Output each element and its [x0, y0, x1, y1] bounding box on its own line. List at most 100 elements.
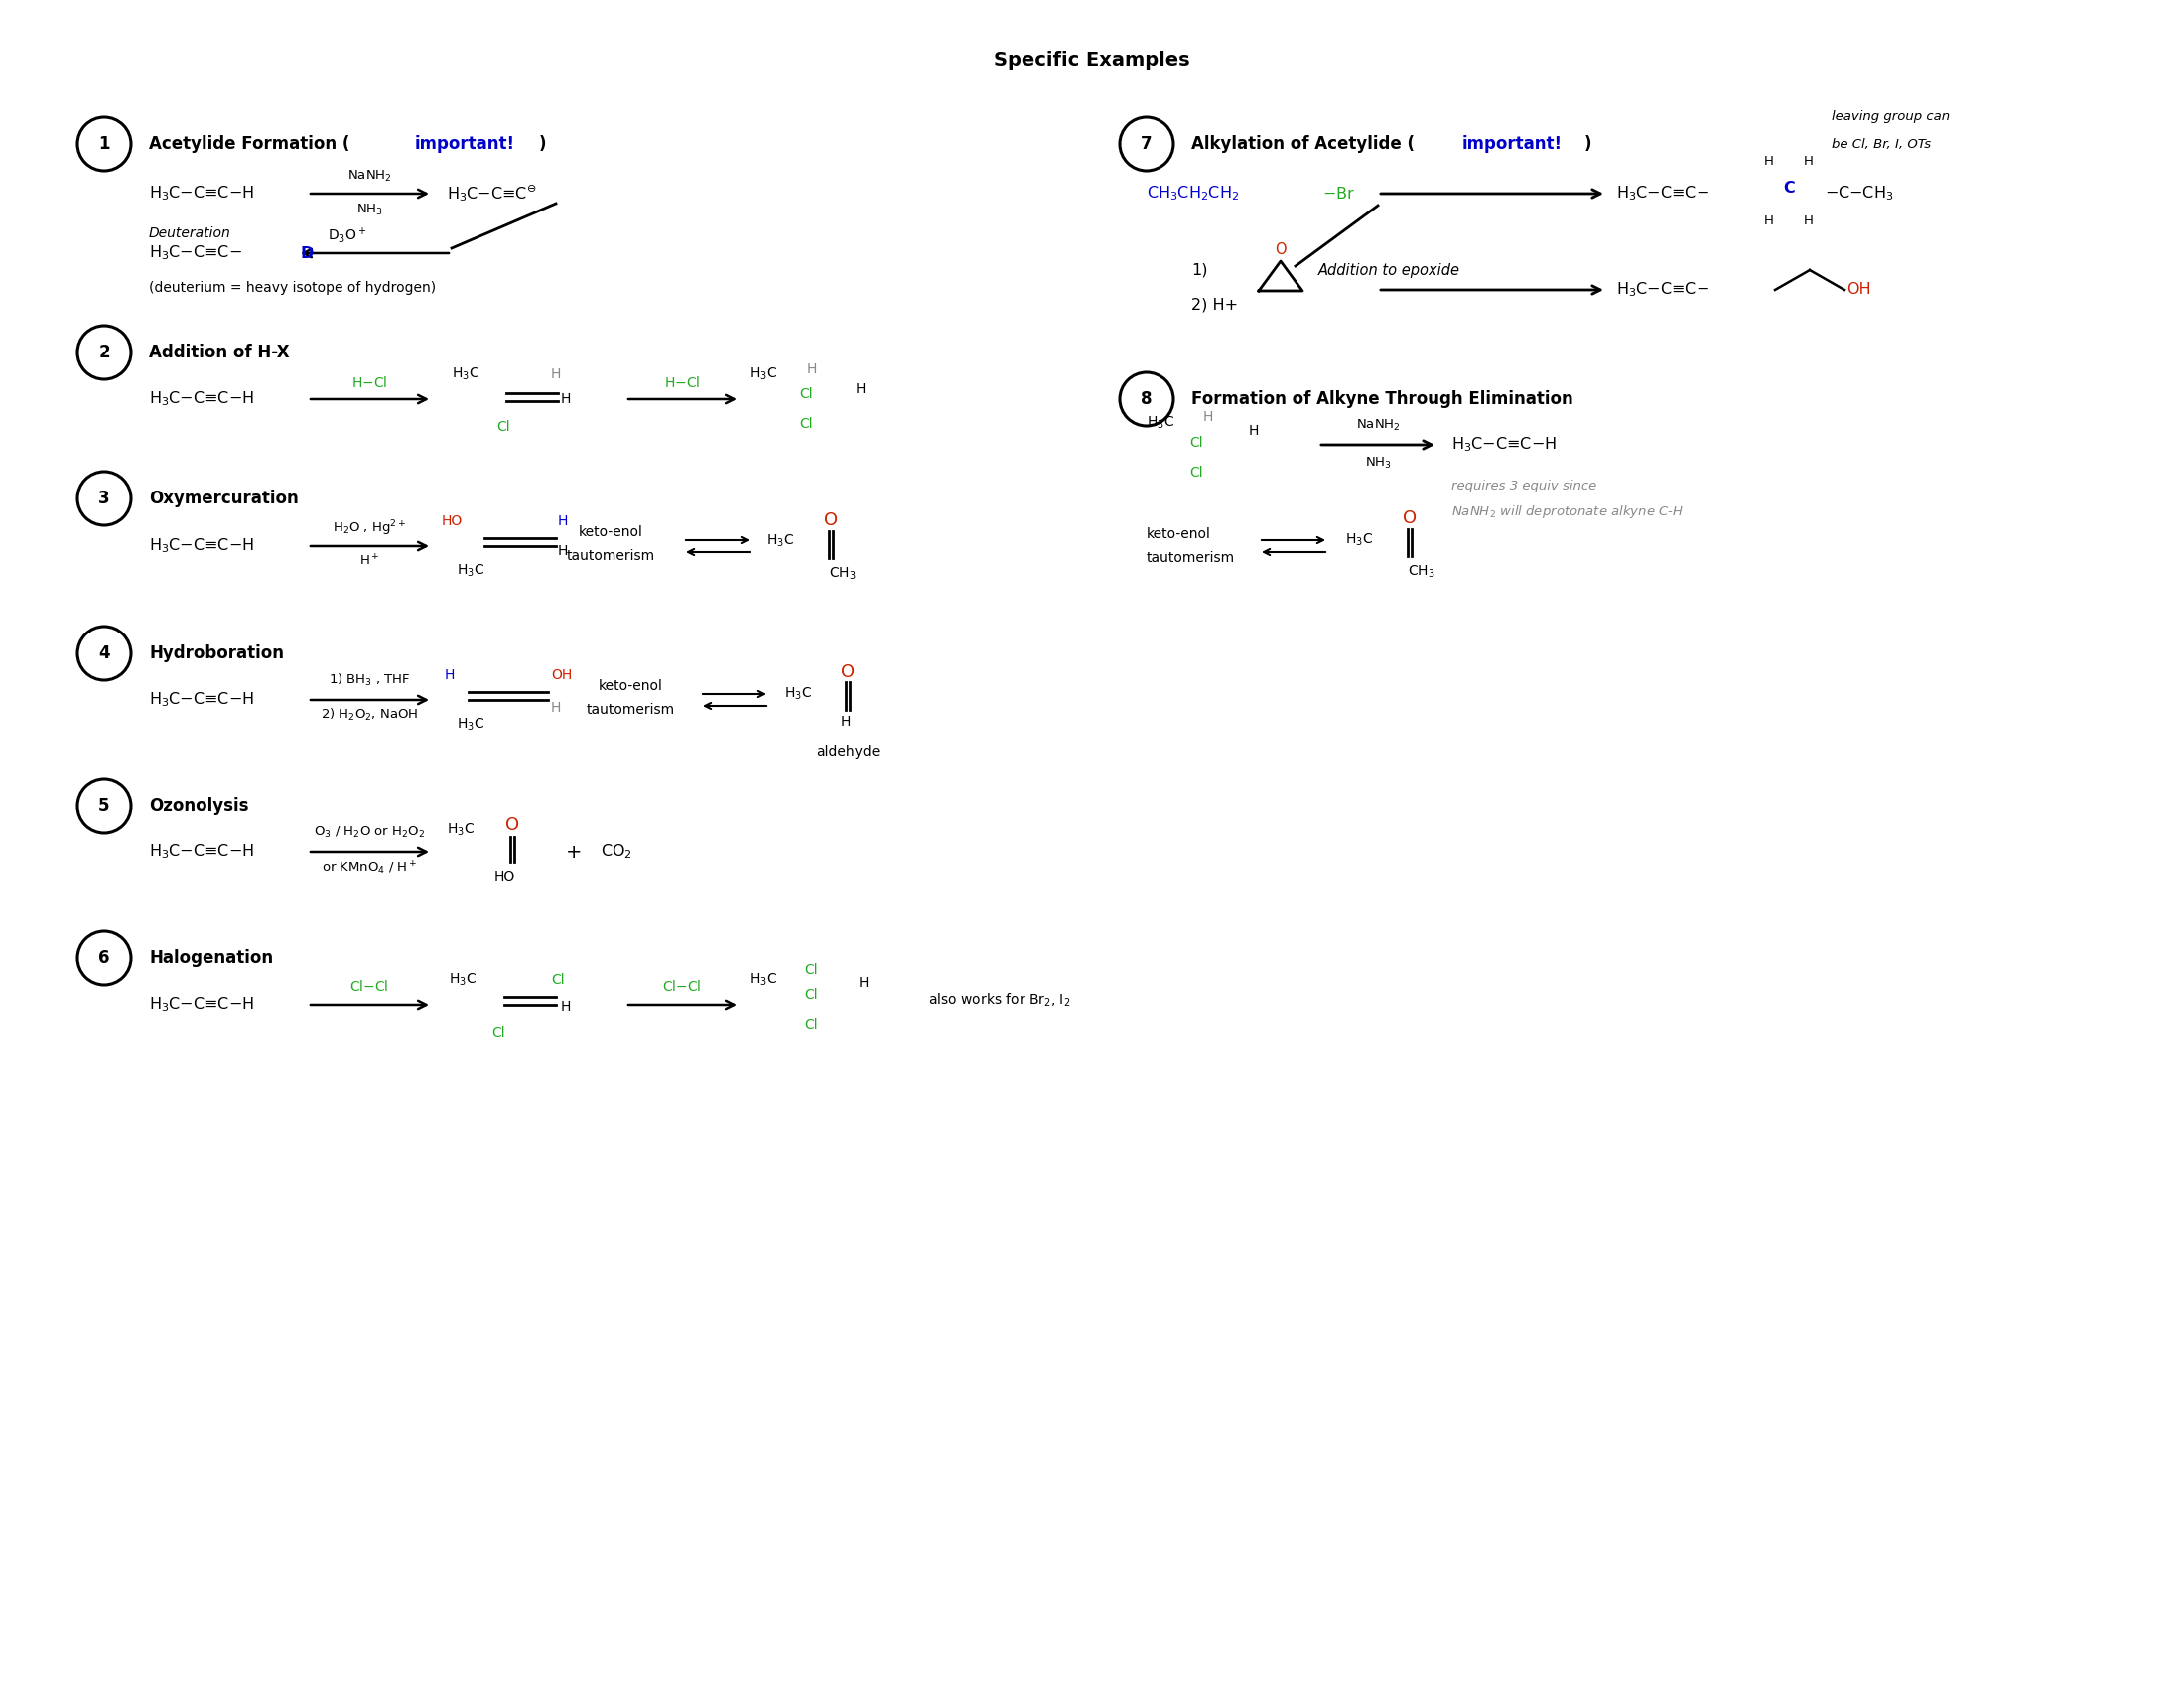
Text: +: +	[566, 842, 581, 861]
Text: also works for Br$_2$, I$_2$: also works for Br$_2$, I$_2$	[928, 991, 1070, 1008]
Text: O$_3$ / H$_2$O or H$_2$O$_2$: O$_3$ / H$_2$O or H$_2$O$_2$	[314, 825, 426, 839]
Text: H$_3$C: H$_3$C	[767, 533, 795, 549]
Text: Alkylation of Acetylide (: Alkylation of Acetylide (	[1190, 135, 1415, 154]
Text: Oxymercuration: Oxymercuration	[149, 490, 299, 508]
Text: 8: 8	[1140, 390, 1153, 408]
Text: aldehyde: aldehyde	[817, 744, 880, 758]
Text: H$_3$C: H$_3$C	[749, 366, 778, 383]
Text: important!: important!	[415, 135, 515, 154]
Text: H: H	[858, 976, 869, 989]
Text: tautomerism: tautomerism	[585, 702, 675, 717]
Text: 1): 1)	[1190, 263, 1208, 277]
Text: CH$_3$: CH$_3$	[830, 565, 856, 582]
Text: Cl: Cl	[496, 420, 509, 434]
Text: H$_3$C: H$_3$C	[456, 562, 485, 579]
Text: HO: HO	[494, 869, 515, 885]
Text: D: D	[299, 246, 312, 260]
Text: H$_3$C$-$C≡C$-$H: H$_3$C$-$C≡C$-$H	[149, 842, 253, 861]
Text: Cl: Cl	[491, 1026, 505, 1040]
Text: $-$Br: $-$Br	[1321, 186, 1354, 201]
Text: O: O	[823, 511, 839, 530]
Text: 4: 4	[98, 645, 109, 662]
Text: H$^+$: H$^+$	[358, 554, 380, 569]
Text: OH: OH	[1845, 282, 1872, 297]
Text: Cl: Cl	[804, 1018, 817, 1031]
Text: Hydroboration: Hydroboration	[149, 645, 284, 662]
Text: O: O	[841, 663, 854, 682]
Text: D$_3$O$^+$: D$_3$O$^+$	[328, 226, 367, 245]
Text: H$_3$C: H$_3$C	[452, 366, 480, 383]
Text: H$_3$C$-$C≡C$-$H: H$_3$C$-$C≡C$-$H	[149, 390, 253, 408]
Text: H$_2$O , Hg$^{2+}$: H$_2$O , Hg$^{2+}$	[332, 518, 406, 538]
Text: Formation of Alkyne Through Elimination: Formation of Alkyne Through Elimination	[1190, 390, 1572, 408]
Text: H$_3$C: H$_3$C	[1147, 415, 1175, 430]
Text: NaNH$_2$ will deprotonate alkyne C-H: NaNH$_2$ will deprotonate alkyne C-H	[1452, 505, 1684, 522]
Text: C: C	[1782, 181, 1795, 196]
Text: keto-enol: keto-enol	[579, 525, 642, 538]
Text: H$_3$C$-$C≡C$^{\ominus}$: H$_3$C$-$C≡C$^{\ominus}$	[448, 184, 537, 204]
Text: ): )	[539, 135, 546, 154]
Text: Deuteration: Deuteration	[149, 226, 232, 240]
Text: NH$_3$: NH$_3$	[1365, 456, 1391, 471]
Text: H: H	[1765, 155, 1773, 169]
Text: CH$_3$CH$_2$CH$_2$: CH$_3$CH$_2$CH$_2$	[1147, 184, 1238, 203]
Text: Ozonolysis: Ozonolysis	[149, 797, 249, 815]
Text: H$_3$C$-$C≡C$-$: H$_3$C$-$C≡C$-$	[1616, 184, 1710, 203]
Text: Specific Examples: Specific Examples	[994, 51, 1190, 69]
Text: H$_3$C: H$_3$C	[1345, 532, 1374, 549]
Text: H$_3$C$-$C≡C$-$H: H$_3$C$-$C≡C$-$H	[149, 996, 253, 1014]
Text: CO$_2$: CO$_2$	[601, 842, 631, 861]
Text: leaving group can: leaving group can	[1832, 110, 1950, 123]
Text: Halogenation: Halogenation	[149, 949, 273, 967]
Text: requires 3 equiv since: requires 3 equiv since	[1452, 479, 1597, 493]
Text: H: H	[1203, 410, 1214, 424]
Text: H: H	[1804, 214, 1813, 228]
Text: Cl: Cl	[799, 387, 812, 402]
Text: 5: 5	[98, 797, 109, 815]
Text: H$_3$C$-$C≡C$-$H: H$_3$C$-$C≡C$-$H	[149, 537, 253, 555]
Text: H: H	[446, 668, 454, 682]
Text: Addition of H-X: Addition of H-X	[149, 344, 290, 361]
Text: 3: 3	[98, 490, 109, 508]
Text: H$_3$C$-$C≡C$-$: H$_3$C$-$C≡C$-$	[149, 245, 242, 262]
Text: 6: 6	[98, 949, 109, 967]
Text: keto-enol: keto-enol	[1147, 527, 1210, 542]
Text: H: H	[841, 716, 852, 729]
Text: tautomerism: tautomerism	[566, 549, 655, 564]
Text: H$_3$C$-$C≡C$-$H: H$_3$C$-$C≡C$-$H	[1452, 436, 1557, 454]
Text: CH$_3$: CH$_3$	[1409, 564, 1435, 581]
Text: H$_3$C$-$C≡C$-$H: H$_3$C$-$C≡C$-$H	[149, 184, 253, 203]
Text: be Cl, Br, I, OTs: be Cl, Br, I, OTs	[1832, 137, 1931, 150]
Text: Cl: Cl	[804, 964, 817, 977]
Text: or KMnO$_4$ / H$^+$: or KMnO$_4$ / H$^+$	[321, 859, 417, 876]
Text: H: H	[557, 544, 568, 559]
Text: NH$_3$: NH$_3$	[356, 203, 382, 218]
Text: H$_3$C$-$C≡C$-$H: H$_3$C$-$C≡C$-$H	[149, 690, 253, 709]
Text: O: O	[1275, 241, 1286, 257]
Text: 7: 7	[1140, 135, 1153, 154]
Text: Acetylide Formation (: Acetylide Formation (	[149, 135, 349, 154]
Text: ): )	[1583, 135, 1592, 154]
Text: 1) BH$_3$ , THF: 1) BH$_3$ , THF	[328, 672, 411, 689]
Text: Cl$-$Cl: Cl$-$Cl	[349, 979, 389, 994]
Text: tautomerism: tautomerism	[1147, 550, 1236, 565]
Text: H$_3$C: H$_3$C	[749, 972, 778, 987]
Text: Cl: Cl	[804, 987, 817, 1003]
Text: Cl: Cl	[799, 417, 812, 430]
Text: 2) H$_2$O$_2$, NaOH: 2) H$_2$O$_2$, NaOH	[321, 707, 417, 722]
Text: Cl: Cl	[550, 972, 563, 987]
Text: HO: HO	[441, 515, 463, 528]
Text: H: H	[561, 999, 572, 1014]
Text: Addition to epoxide: Addition to epoxide	[1319, 263, 1461, 277]
Text: H: H	[550, 701, 561, 716]
Text: NaNH$_2$: NaNH$_2$	[347, 169, 391, 184]
Text: H$_3$C: H$_3$C	[784, 685, 812, 702]
Text: O: O	[1402, 510, 1417, 527]
Text: H: H	[550, 368, 561, 381]
Text: H: H	[561, 392, 572, 407]
Text: keto-enol: keto-enol	[598, 679, 662, 694]
Text: H$_3$C: H$_3$C	[448, 822, 474, 839]
Text: O: O	[505, 817, 520, 834]
Text: H$-$Cl: H$-$Cl	[352, 375, 387, 390]
Text: H$_3$C: H$_3$C	[448, 972, 476, 987]
